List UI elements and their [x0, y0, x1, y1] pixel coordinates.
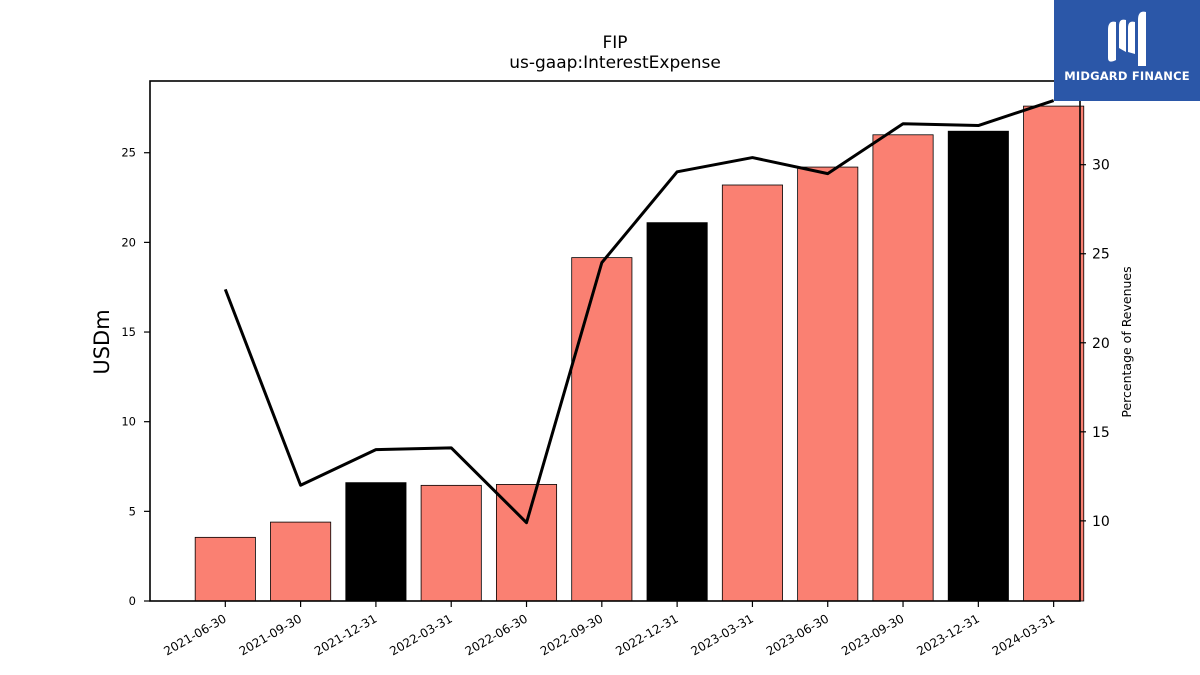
bar — [270, 521, 332, 602]
midgard-logo-icon — [1108, 11, 1146, 66]
bar — [1023, 105, 1085, 602]
midgard-logo: MIDGARD FINANCE — [1054, 0, 1200, 101]
y-axis-label: USDm — [90, 309, 114, 374]
y-tick-label: 5 — [129, 504, 136, 518]
chart-subtitle: us-gaap:InterestExpense — [509, 53, 721, 73]
y-tick-label: 25 — [121, 146, 136, 160]
y-tick-label: 15 — [121, 325, 136, 339]
x-axis: 2021-06-30 2021-09-30 2021-12-31 2022-03-31… — [161, 601, 1057, 658]
chart-title: FIP — [602, 33, 627, 53]
bar — [797, 166, 859, 602]
bar-group — [194, 105, 1085, 602]
x-tick-label: 2022-12-31 — [613, 611, 680, 658]
x-tick-label: 2022-09-30 — [538, 611, 605, 658]
x-tick-label: 2023-06-30 — [764, 611, 831, 658]
x-tick-label: 2024-03-31 — [990, 611, 1057, 658]
y2-tick-label: 30 — [1092, 158, 1110, 174]
y2-tick-label: 10 — [1092, 514, 1110, 530]
bar — [646, 222, 708, 602]
bar — [721, 184, 783, 602]
x-tick-label: 2021-06-30 — [161, 611, 228, 658]
y2-tick-label: 25 — [1092, 247, 1110, 263]
bar — [947, 130, 1009, 602]
y-tick-label: 20 — [121, 235, 136, 249]
y2-tick-label: 20 — [1092, 336, 1110, 352]
line-group — [223, 99, 1055, 525]
x-tick-label: 2023-09-30 — [839, 611, 906, 658]
y2-axis-label: Percentage of Revenues — [1119, 266, 1134, 417]
logo-text: MIDGARD FINANCE — [1064, 69, 1190, 83]
x-tick-label: 2023-12-31 — [914, 611, 981, 658]
x-tick-label: 2023-03-31 — [689, 611, 756, 658]
y2-tick-label: 15 — [1092, 425, 1110, 441]
bar — [345, 482, 407, 602]
x-tick-label: 2021-09-30 — [237, 611, 304, 658]
x-tick-label: 2022-06-30 — [463, 611, 530, 658]
x-tick-label: 2022-03-31 — [387, 611, 454, 658]
bar — [571, 257, 633, 602]
x-tick-label: 2021-12-31 — [312, 611, 379, 658]
y-tick-label: 0 — [129, 594, 136, 608]
percentage-line — [223, 99, 1055, 525]
plot-frame — [149, 80, 1081, 602]
y2-axis: 10 15 20 25 30 — [1080, 158, 1110, 530]
bar — [194, 536, 256, 602]
y-tick-label: 10 — [121, 415, 136, 429]
bar — [872, 134, 934, 602]
bar — [420, 484, 482, 602]
y-axis: 0 5 10 15 20 25 — [121, 146, 150, 608]
